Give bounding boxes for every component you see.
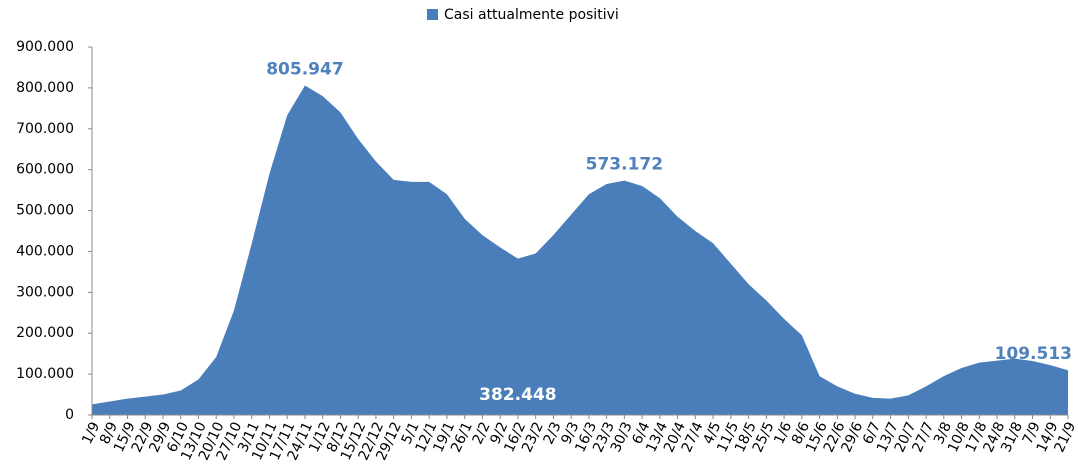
y-tick-label: 700.000 [16, 121, 74, 137]
area [92, 85, 1068, 416]
y-tick-label: 900.000 [16, 39, 74, 55]
y-tick-label: 400.000 [16, 243, 74, 259]
legend-swatch [427, 9, 438, 20]
y-tick-label: 100.000 [16, 366, 74, 382]
value-label: 382.448 [479, 385, 556, 405]
y-tick-label: 200.000 [16, 325, 74, 341]
y-tick-label: 300.000 [16, 284, 74, 300]
value-label: 805.947 [266, 59, 343, 79]
legend-label: Casi attualmente positivi [444, 7, 619, 23]
y-tick-label: 600.000 [16, 162, 74, 178]
y-tick-label: 0 [65, 407, 74, 423]
value-label: 573.172 [586, 155, 663, 175]
value-label: 109.513 [995, 344, 1072, 364]
y-tick-label: 500.000 [16, 203, 74, 219]
y-tick-label: 800.000 [16, 80, 74, 96]
